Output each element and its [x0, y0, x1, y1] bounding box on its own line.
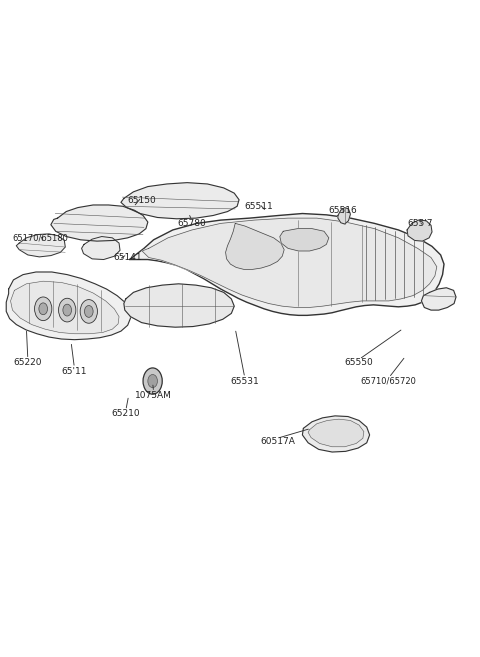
Text: 655'7: 655'7 — [407, 219, 433, 228]
Text: 65780: 65780 — [178, 219, 206, 228]
Text: 65516: 65516 — [329, 206, 358, 215]
Polygon shape — [142, 218, 437, 307]
Circle shape — [39, 303, 48, 315]
Polygon shape — [280, 229, 329, 251]
Polygon shape — [302, 416, 370, 452]
Polygon shape — [82, 237, 120, 260]
Text: 65550: 65550 — [345, 358, 373, 367]
Polygon shape — [6, 272, 131, 340]
Polygon shape — [421, 288, 456, 310]
Polygon shape — [121, 183, 239, 219]
Circle shape — [148, 374, 157, 388]
Text: 65210: 65210 — [111, 409, 140, 419]
Text: 65531: 65531 — [230, 376, 259, 386]
Text: 65141: 65141 — [113, 253, 142, 262]
Circle shape — [59, 298, 76, 322]
Text: 60517A: 60517A — [260, 437, 295, 446]
Polygon shape — [226, 223, 284, 269]
Polygon shape — [130, 214, 444, 315]
Text: 1075AM: 1075AM — [135, 391, 172, 400]
Circle shape — [35, 297, 52, 321]
Circle shape — [143, 368, 162, 394]
Text: 65170/65180: 65170/65180 — [13, 233, 69, 242]
Circle shape — [84, 306, 93, 317]
Text: 65150: 65150 — [127, 196, 156, 205]
Polygon shape — [16, 234, 65, 257]
Polygon shape — [308, 419, 364, 447]
Polygon shape — [407, 220, 432, 241]
Text: 65'11: 65'11 — [61, 367, 87, 376]
Polygon shape — [11, 281, 119, 334]
Circle shape — [63, 304, 72, 316]
Polygon shape — [338, 208, 350, 224]
Circle shape — [80, 300, 97, 323]
Polygon shape — [51, 205, 148, 241]
Text: 65220: 65220 — [13, 358, 42, 367]
Polygon shape — [124, 284, 234, 327]
Text: 65511: 65511 — [245, 202, 274, 212]
Text: 65710/65720: 65710/65720 — [361, 376, 417, 386]
